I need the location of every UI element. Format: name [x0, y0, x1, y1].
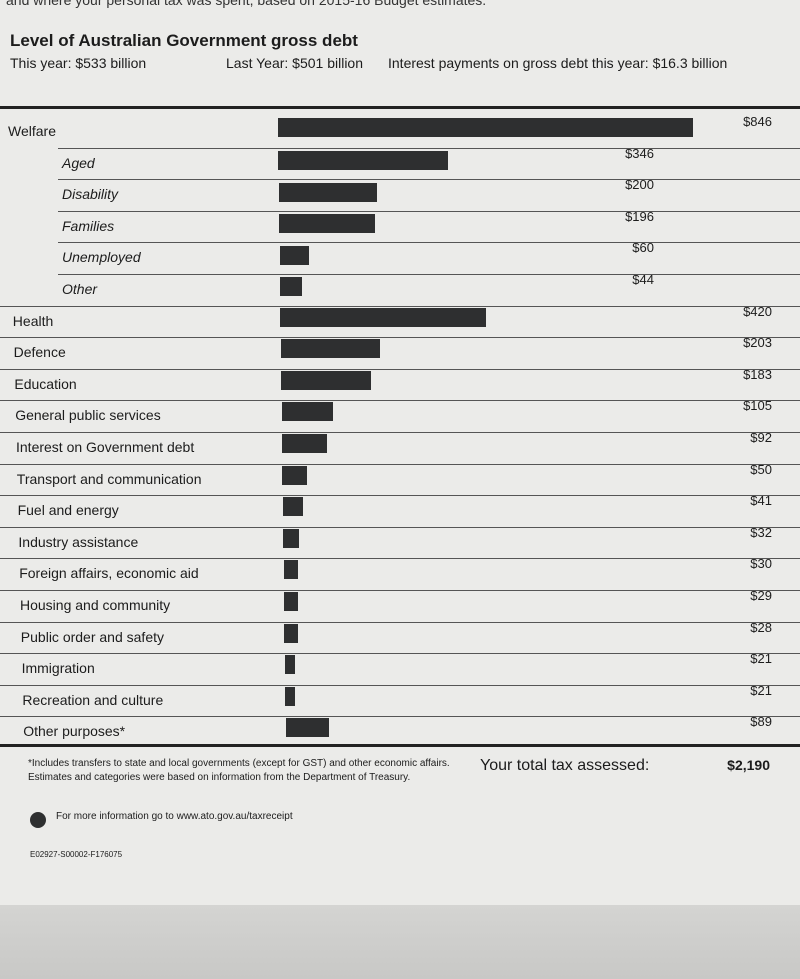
row-divider: [0, 495, 800, 497]
row-label: Aged: [62, 154, 95, 171]
row-divider: [0, 432, 800, 433]
value-label: $346: [625, 145, 654, 161]
row-label: Other: [62, 281, 98, 297]
bar: [280, 277, 302, 297]
bar: [281, 402, 334, 422]
bar: [280, 307, 487, 327]
row-divider: [0, 558, 800, 560]
value-label: $200: [625, 177, 654, 193]
row-label: Defence: [13, 344, 66, 361]
row-label: Industry assistance: [18, 533, 139, 550]
row-label: Foreign affairs, economic aid: [19, 565, 199, 582]
row-divider: [0, 621, 800, 623]
debt-last-year: Last Year: $501 billion: [226, 55, 363, 71]
row-label: Immigration: [21, 660, 95, 677]
more-info: For more information go to www.ato.gov.a…: [56, 811, 293, 822]
total-text: Your total tax assessed:: [480, 757, 650, 774]
row-label: Education: [14, 375, 77, 392]
row-divider: [0, 653, 800, 655]
row-divider: [0, 526, 800, 528]
bar: [284, 592, 299, 611]
row-label: General public services: [15, 407, 161, 424]
row-label: Public order and safety: [20, 628, 164, 645]
value-label: $92: [750, 430, 772, 445]
value-label: $21: [750, 651, 772, 667]
value-label: $89: [750, 714, 772, 730]
bar: [284, 623, 299, 643]
value-label: $30: [750, 556, 772, 572]
bar: [281, 370, 371, 390]
intro-text: and where your personal tax was spent, b…: [6, 0, 487, 8]
row-divider: [58, 210, 800, 212]
bar: [280, 339, 381, 359]
row-label: Health: [12, 312, 54, 329]
row-label: Housing and community: [20, 597, 171, 613]
value-label: $21: [750, 682, 772, 698]
row-label: Disability: [62, 186, 119, 203]
debt-this-year: This year: $533 billion: [10, 55, 147, 71]
row-label: Interest on Government debt: [16, 439, 195, 455]
bar: [279, 214, 376, 234]
row-divider: [0, 716, 800, 718]
row-label: Other purposes*: [23, 723, 126, 740]
row-divider: [58, 179, 800, 181]
row-divider: [58, 147, 800, 149]
bar: [284, 655, 296, 675]
top-rule: [0, 106, 800, 109]
bar: [278, 182, 377, 202]
row-divider: [0, 337, 800, 339]
value-label: $60: [632, 240, 654, 256]
bar: [282, 497, 303, 517]
row-label: Unemployed: [62, 249, 141, 266]
value-label: $203: [743, 335, 772, 351]
value-label: $846: [743, 114, 772, 129]
value-label: $105: [743, 398, 772, 414]
footnote: *Includes transfers to state and local g…: [28, 758, 450, 783]
row-divider: [0, 684, 800, 686]
row-divider: [0, 590, 800, 591]
debt-title: Level of Australian Government gross deb…: [10, 31, 358, 50]
value-label: $183: [743, 366, 772, 382]
document-code: E02927-S00002-F176075: [30, 850, 123, 859]
row-divider: [0, 305, 800, 307]
row-divider: [0, 400, 800, 402]
bar: [285, 686, 296, 706]
row-label: Recreation and culture: [22, 691, 164, 708]
bar: [278, 118, 693, 137]
debt-interest: Interest payments on gross debt this yea…: [388, 55, 728, 71]
row-label: Families: [62, 217, 115, 234]
value-label: $196: [625, 208, 654, 224]
spending-table: Welfare $846 Aged $346 Disability $200 Familie…: [0, 114, 800, 740]
row-label: Transport and communication: [16, 470, 202, 487]
bar: [278, 151, 448, 170]
value-label: $41: [750, 493, 772, 509]
value-label: $50: [750, 461, 772, 477]
value-label: $44: [632, 272, 654, 287]
value-label: $28: [750, 619, 772, 635]
page-edge: [0, 905, 800, 979]
row-divider: [58, 274, 800, 275]
value-label: $32: [750, 524, 772, 540]
bottom-rule: [0, 744, 800, 747]
bar: [279, 245, 309, 265]
bar: [283, 560, 299, 580]
row-divider: [58, 242, 800, 244]
row-divider: [0, 368, 800, 370]
total-value: $2,190: [727, 757, 770, 773]
bar: [283, 528, 299, 548]
row-label: Welfare: [8, 123, 56, 139]
value-label: $420: [743, 303, 772, 319]
row-divider: [0, 463, 800, 465]
row-label: Fuel and energy: [17, 502, 119, 519]
bar: [282, 434, 328, 453]
bar: [282, 465, 307, 485]
value-label: $29: [750, 588, 772, 603]
info-icon: [30, 812, 46, 828]
bar: [285, 718, 330, 738]
